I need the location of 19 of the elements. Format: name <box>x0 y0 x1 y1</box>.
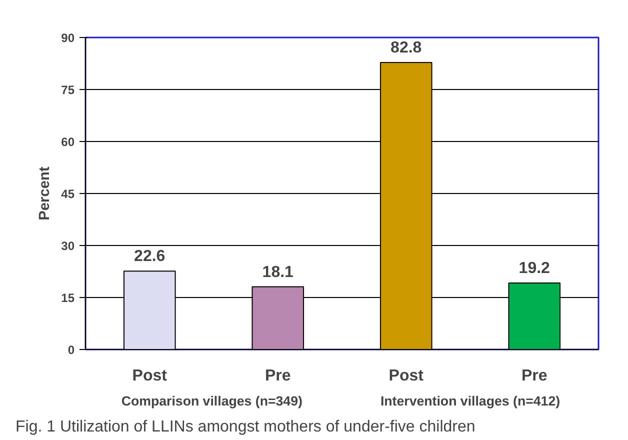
text: Intervention villages (n=412) <box>380 394 560 408</box>
y-tick-label: 30 <box>61 239 75 253</box>
data-label: 18.1 <box>262 264 294 281</box>
y-tick-label: 75 <box>61 83 75 97</box>
y-tick-label: 15 <box>61 291 75 305</box>
data-label: 19.2 <box>518 260 550 277</box>
x-tick-label: Pre <box>521 368 548 384</box>
data-label: 82.8 <box>390 39 422 56</box>
x-tick-label: Pre <box>264 368 291 384</box>
y-tick-label: 45 <box>61 187 75 201</box>
text: Comparison villages (n=349) <box>121 394 302 408</box>
x-tick-label: Post <box>132 368 168 384</box>
y-axis-title: Percent <box>37 166 54 220</box>
y-tick-label: 60 <box>61 135 75 149</box>
y-tick-label: 90 <box>61 31 75 45</box>
x-tick-label: Post <box>388 368 424 384</box>
data-label: 22.6 <box>134 248 166 266</box>
y-tick-label: 0 <box>68 343 75 357</box>
text: Fig. 1 Utilization of LLINs amongst mothers of under-five children <box>16 418 476 436</box>
